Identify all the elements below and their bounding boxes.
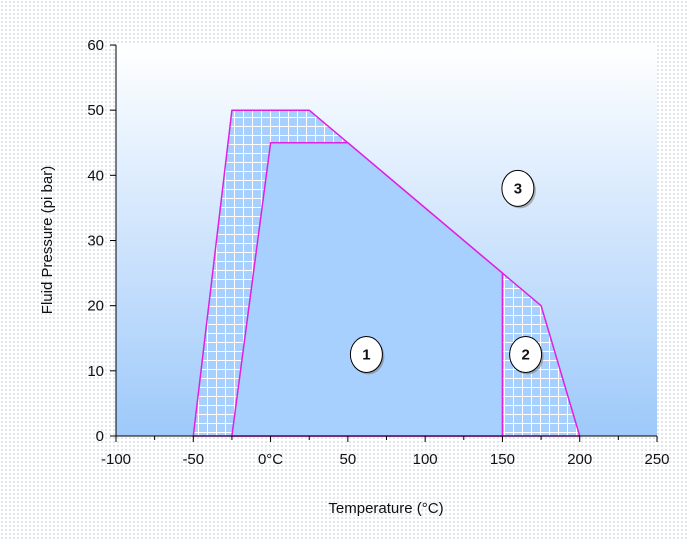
x-tick-label: 150 — [490, 451, 515, 468]
y-tick-label: 60 — [87, 37, 104, 54]
zone-marker: 3 — [501, 169, 536, 209]
zone-marker-label: 3 — [514, 180, 522, 197]
y-tick-label: 40 — [87, 167, 104, 184]
zone-marker-label: 2 — [521, 347, 529, 364]
zone-marker-label: 1 — [362, 347, 370, 364]
zone-markers: 1 2 3 — [349, 169, 544, 375]
x-axis-title: Temperature (°C) — [328, 500, 443, 517]
x-tick-label: 50 — [340, 451, 357, 468]
x-tick-label: 0°C — [258, 451, 283, 468]
x-axis-ticks: -100 -50 0°C 50 100 150 200 250 — [101, 436, 670, 468]
y-tick-label: 30 — [87, 233, 104, 250]
zone-marker: 1 — [349, 336, 385, 375]
y-tick-label: 20 — [87, 298, 104, 315]
y-tick-label: 10 — [87, 363, 104, 380]
y-tick-label: 50 — [87, 102, 104, 119]
y-tick-label: 0 — [96, 428, 104, 445]
zone-marker-circle — [509, 336, 543, 374]
y-axis-title: Fluid Pressure (pi bar) — [39, 166, 56, 314]
envelope-areas — [192, 109, 581, 437]
zone-marker-circle — [349, 336, 383, 374]
y-axis-ticks: 0 10 20 30 40 50 60 — [87, 37, 116, 445]
x-tick-label: -50 — [182, 451, 204, 468]
x-tick-label: 250 — [644, 451, 669, 468]
zone-marker-circle — [501, 169, 535, 207]
x-tick-label: 100 — [413, 451, 438, 468]
zone-marker: 2 — [509, 336, 544, 375]
x-tick-label: 200 — [567, 451, 592, 468]
x-tick-label: -100 — [101, 451, 131, 468]
